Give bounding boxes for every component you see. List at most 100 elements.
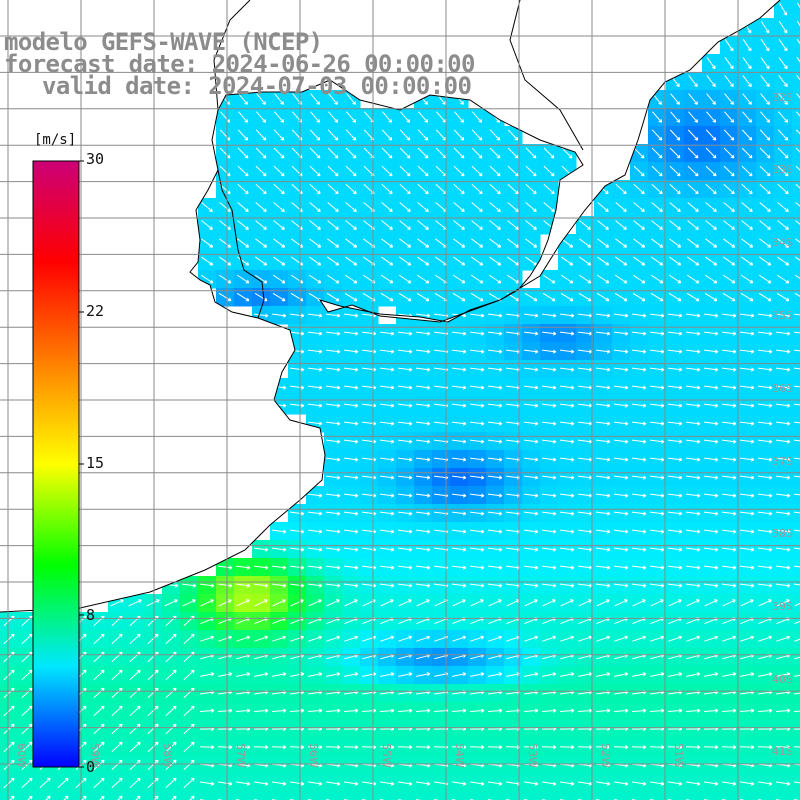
wind-arrow (110, 599, 124, 607)
wind-arrow (272, 672, 287, 677)
wind-arrow (525, 147, 537, 159)
lon-label: 58W (161, 743, 174, 768)
wind-arrow (723, 238, 736, 248)
wind-arrow (721, 529, 737, 534)
wind-arrow (543, 165, 555, 177)
wind-arrow (307, 511, 323, 516)
wind-arrow (507, 165, 519, 177)
wind-arrow (343, 385, 359, 390)
wind-arrow (596, 256, 610, 266)
wind-arrow (417, 202, 429, 213)
wind-arrow (669, 147, 681, 159)
wind-arrow (739, 745, 755, 750)
wind-arrow (740, 599, 754, 607)
wind-arrow (487, 403, 503, 408)
wind-arrow (595, 493, 611, 498)
wind-arrow (381, 238, 394, 248)
wind-arrow (559, 331, 575, 336)
wind-arrow (703, 385, 719, 390)
wind-arrow (703, 529, 719, 534)
wind-arrow (613, 367, 629, 372)
wind-arrow (631, 349, 647, 354)
wind-arrow (325, 331, 341, 336)
wind-arrow (3, 633, 15, 645)
wind-arrow (273, 183, 285, 195)
wind-arrow (45, 795, 51, 800)
wind-arrow (343, 457, 359, 462)
wind-arrow (541, 403, 557, 408)
wind-arrow (667, 367, 683, 372)
wind-arrow (307, 583, 323, 588)
wind-arrow (327, 147, 339, 159)
wind-arrow (667, 745, 683, 750)
wind-arrow (379, 708, 395, 713)
wind-arrow (578, 599, 592, 607)
wind-arrow (559, 475, 575, 480)
wind-arrow (254, 256, 268, 266)
wind-arrow (613, 457, 629, 462)
wind-arrow (271, 313, 287, 318)
wind-arrow (255, 147, 267, 159)
wind-arrow (343, 547, 359, 552)
wind-arrow (652, 111, 663, 123)
wind-arrow (453, 220, 465, 230)
wind-arrow (667, 385, 683, 390)
wind-arrow (93, 777, 105, 789)
wind-arrow (794, 656, 800, 660)
wind-arrow (757, 367, 773, 372)
wind-arrow (147, 777, 159, 789)
wind-arrow (668, 274, 682, 284)
wind-arrow (760, 93, 770, 105)
wind-arrow (129, 741, 141, 753)
speed-cell (792, 396, 800, 415)
wind-arrow (704, 635, 719, 642)
wind-arrow (595, 565, 611, 570)
wind-arrow (399, 129, 411, 141)
speed-cell (792, 756, 800, 775)
wind-arrow (489, 147, 501, 159)
wind-arrow (183, 669, 195, 681)
wind-arrow (649, 367, 665, 372)
wind-arrow (775, 313, 791, 318)
speed-cell (198, 792, 217, 800)
wind-arrow (631, 439, 647, 444)
speed-cell (126, 792, 145, 800)
wind-arrow (344, 274, 358, 284)
wind-arrow (379, 511, 395, 516)
wind-arrow (307, 367, 323, 372)
wind-arrow (778, 2, 788, 16)
wind-arrow (757, 493, 773, 498)
wind-arrow (615, 202, 627, 213)
wind-arrow (560, 672, 575, 677)
wind-arrow (289, 367, 305, 372)
wind-arrow (361, 421, 377, 426)
wind-arrow (651, 165, 663, 177)
wind-arrow (721, 547, 737, 552)
wind-arrow (3, 723, 15, 735)
wind-arrow (21, 633, 33, 645)
wind-arrow (667, 565, 683, 570)
wind-arrow (397, 565, 413, 570)
wind-arrow (685, 511, 701, 516)
wind-arrow (578, 292, 592, 302)
wind-arrow (129, 777, 141, 789)
wind-arrow (705, 165, 717, 177)
wind-arrow (3, 759, 15, 771)
wind-arrow (397, 583, 413, 588)
wind-arrow (559, 313, 575, 318)
wind-arrow (668, 635, 683, 642)
wind-arrow (757, 385, 773, 390)
wind-arrow (777, 183, 789, 195)
wind-arrow (289, 313, 305, 318)
wind-arrow (633, 147, 645, 159)
wind-arrow (649, 439, 665, 444)
wind-arrow (559, 385, 575, 390)
wind-arrow (507, 238, 520, 248)
wind-arrow (489, 238, 502, 248)
wind-arrow (579, 238, 592, 248)
wind-arrow (741, 129, 753, 141)
lon-label: 55W (380, 743, 393, 768)
wind-arrow (381, 202, 393, 213)
wind-arrow (487, 385, 503, 390)
wind-arrow (793, 367, 800, 370)
